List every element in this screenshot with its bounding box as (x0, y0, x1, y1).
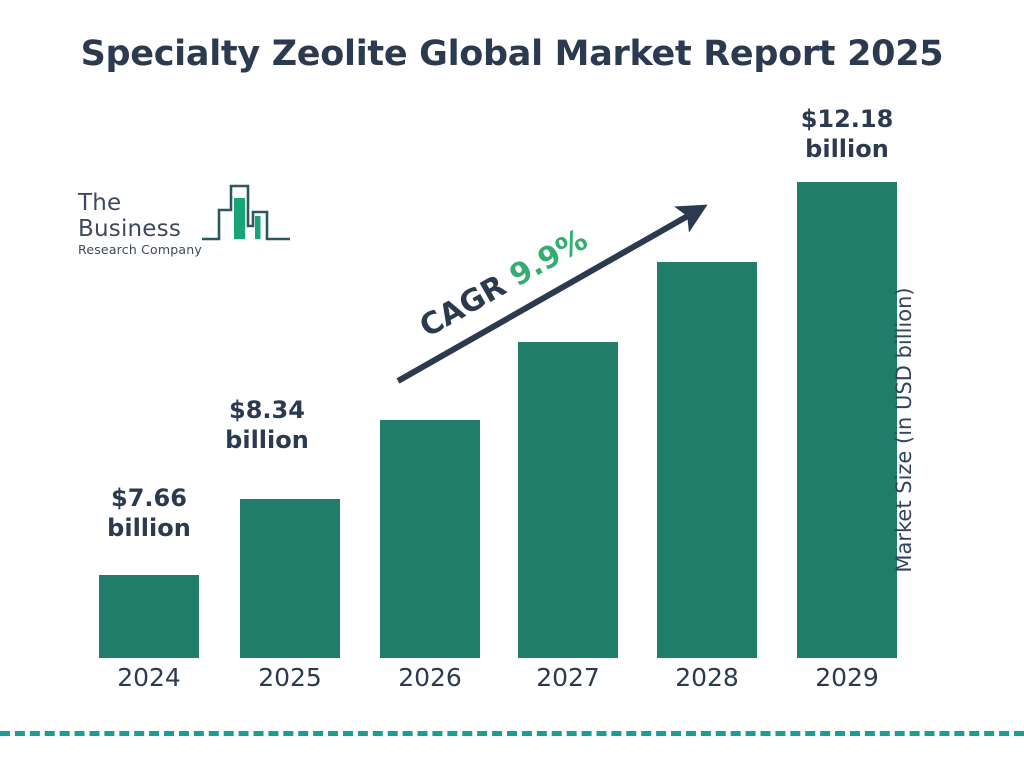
x-tick-2027: 2027 (536, 663, 600, 692)
logo-line-1: The Business (78, 190, 182, 242)
x-tick-2029: 2029 (815, 663, 879, 692)
x-tick-2028: 2028 (675, 663, 739, 692)
cagr-word: CAGR (413, 268, 513, 345)
bar-2028 (657, 262, 757, 658)
value-label-2025-amount: $8.34 (229, 396, 305, 424)
bar-2026 (380, 420, 480, 658)
value-label-2024-unit: billion (107, 514, 191, 542)
bar-2025 (240, 499, 340, 658)
cagr-value: 9.9% (503, 222, 594, 294)
value-label-2029-unit: billion (805, 135, 889, 163)
bar-2024 (99, 575, 199, 658)
logo-line-2: Research Company (78, 242, 202, 257)
bottom-divider (0, 731, 1024, 736)
value-label-2025-unit: billion (225, 426, 309, 454)
value-label-2029: $12.18 billion (757, 104, 937, 164)
value-label-2029-amount: $12.18 (800, 105, 894, 133)
bar-chart-logo-mark-icon (202, 184, 290, 241)
value-label-2024-amount: $7.66 (111, 484, 187, 512)
bar-2027 (518, 342, 618, 658)
x-tick-2026: 2026 (398, 663, 462, 692)
logo-text: The Business Research Company (78, 190, 218, 257)
company-logo: The Business Research Company (78, 182, 290, 257)
bar-2029 (797, 182, 897, 658)
value-label-2024: $7.66 billion (59, 483, 239, 543)
page-title: Specialty Zeolite Global Market Report 2… (80, 34, 944, 74)
cagr-label: CAGR 9.9% (406, 216, 602, 353)
y-axis-label: Market Size (in USD billion) (892, 287, 916, 573)
x-tick-2025: 2025 (258, 663, 322, 692)
value-label-2025: $8.34 billion (177, 395, 357, 455)
x-tick-2024: 2024 (117, 663, 181, 692)
